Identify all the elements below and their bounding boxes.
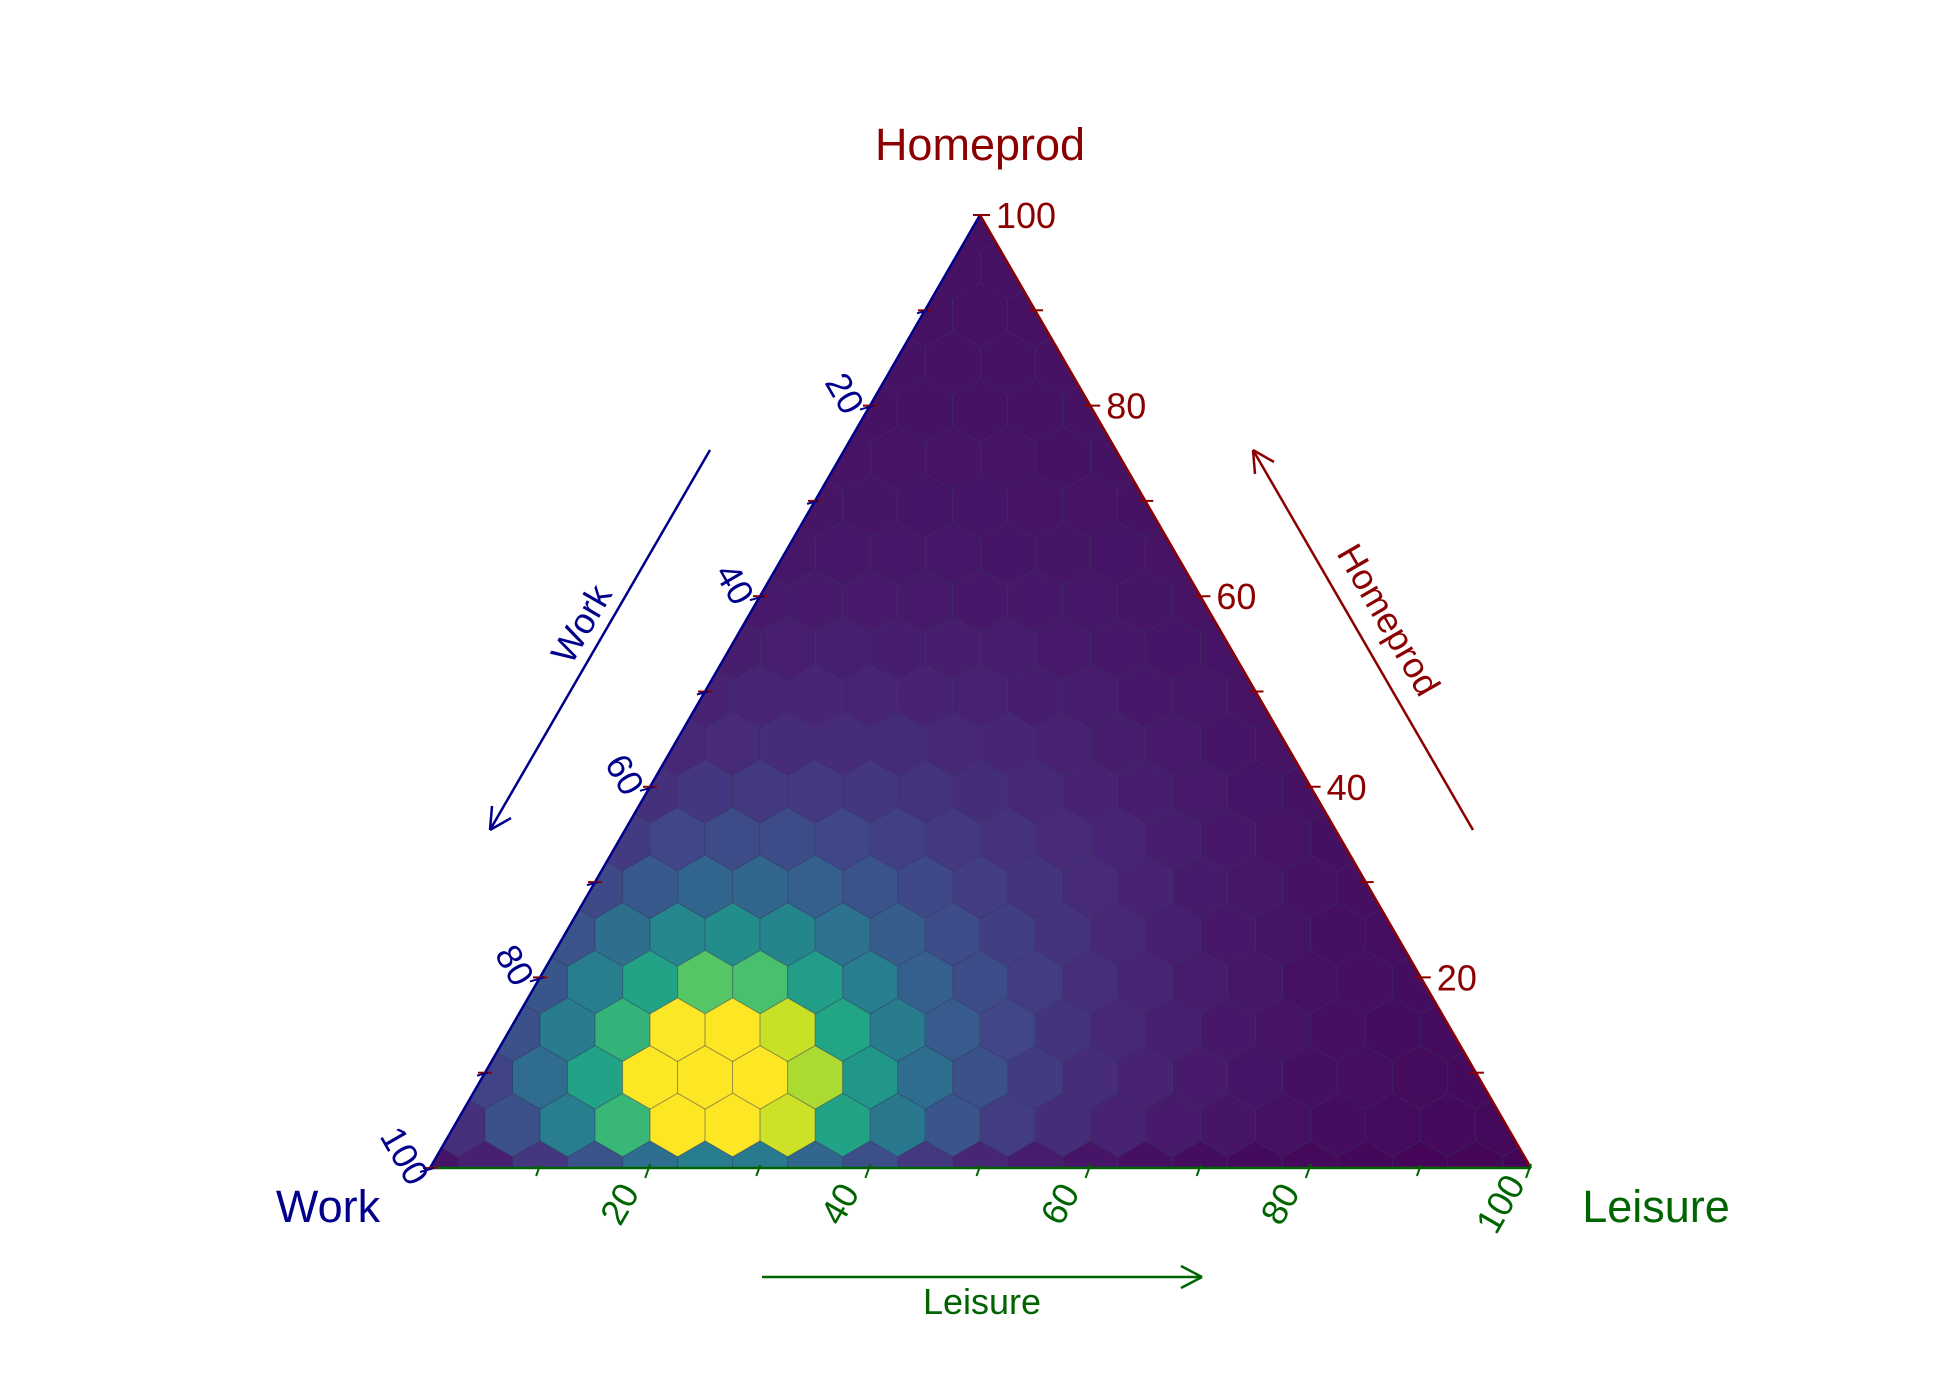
hex-cell xyxy=(1365,1189,1420,1253)
leisure-tick-label: 40 xyxy=(812,1176,868,1231)
hex-cell xyxy=(1062,282,1119,348)
homeprod-tick-label: 80 xyxy=(1106,386,1146,427)
leisure-minor-tick xyxy=(975,1164,982,1177)
hex-cell xyxy=(1145,1189,1200,1253)
homeprod-tick-label: 100 xyxy=(996,195,1056,236)
leisure-arrowhead xyxy=(1180,1264,1203,1290)
hex-cell xyxy=(705,1189,760,1253)
hex-cell xyxy=(732,473,789,538)
hex-cell xyxy=(485,1189,540,1253)
hex-cell xyxy=(925,1189,980,1253)
homeprod-arrowhead xyxy=(1251,448,1275,475)
work-minor-tick xyxy=(806,499,819,505)
work-tick-label: 40 xyxy=(707,556,763,611)
hex-cell xyxy=(1310,1189,1365,1253)
homeprod-tick-label: 20 xyxy=(1437,957,1477,998)
work-tick xyxy=(419,1167,435,1173)
work-tick xyxy=(859,404,875,411)
work-minor-tick xyxy=(916,309,929,315)
hex-cell xyxy=(539,806,596,872)
work-tick xyxy=(529,976,545,983)
hex-cell xyxy=(430,1045,458,1110)
hex-cell xyxy=(650,1189,705,1253)
leisure-axis-arrow-label: Leisure xyxy=(923,1281,1041,1322)
hex-cell xyxy=(540,1189,595,1253)
work-tick xyxy=(639,785,655,792)
hex-cell xyxy=(869,235,926,300)
leisure-minor-tick xyxy=(1195,1164,1202,1177)
hex-cell xyxy=(1392,854,1449,920)
work-minor-tick xyxy=(476,1071,489,1077)
hex-cell xyxy=(1144,425,1201,491)
work-arrowhead xyxy=(488,805,512,832)
hex-cell xyxy=(512,854,569,920)
hex-cell xyxy=(1502,1140,1531,1168)
hex-cell xyxy=(980,1189,1035,1253)
homeprod-tick-label: 40 xyxy=(1327,767,1367,808)
homeprod-axis-arrow-label: Homeprod xyxy=(1329,537,1449,703)
leisure-tick-label: 80 xyxy=(1252,1176,1308,1231)
hex-cell xyxy=(759,425,816,491)
leisure-tick xyxy=(1084,1163,1092,1179)
hex-cell xyxy=(622,663,679,729)
hex-cell xyxy=(1502,1045,1531,1110)
hex-cell xyxy=(1034,235,1091,300)
hex-cell xyxy=(1364,806,1421,872)
hex-cell xyxy=(870,1189,925,1253)
hex-cell xyxy=(760,1189,815,1253)
work-tick xyxy=(749,595,765,602)
leisure-tick-label: 20 xyxy=(592,1176,648,1231)
top-corner-label: Homeprod xyxy=(875,119,1085,170)
hex-cell xyxy=(1090,1189,1145,1253)
left-corner-label: Work xyxy=(276,1181,381,1232)
work-tick-label: 60 xyxy=(597,747,653,802)
leisure-tick xyxy=(864,1163,872,1179)
hex-cell xyxy=(1530,1189,1585,1253)
leisure-tick-label: 60 xyxy=(1032,1176,1088,1231)
work-axis-arrow xyxy=(488,449,712,831)
work-minor-tick xyxy=(696,690,709,696)
leisure-minor-tick xyxy=(1415,1164,1422,1177)
hex-cell xyxy=(430,1189,485,1253)
hex-cell xyxy=(1172,473,1229,538)
hex-cell xyxy=(1200,1189,1255,1253)
hex-cell xyxy=(1282,663,1339,729)
leisure-minor-tick xyxy=(535,1164,542,1177)
leisure-tick-label: 100 xyxy=(1467,1167,1533,1240)
homeprod-axis-arrow xyxy=(1251,449,1475,831)
hex-cell xyxy=(1474,997,1531,1063)
hex-cell xyxy=(649,616,706,681)
work-tick-label: 100 xyxy=(372,1119,438,1192)
leisure-tick xyxy=(1304,1163,1312,1179)
hex-cell xyxy=(430,997,486,1063)
work-tick-label: 20 xyxy=(817,366,873,421)
hex-cell xyxy=(1529,1092,1531,1158)
leisure-tick xyxy=(644,1163,652,1179)
hex-cell xyxy=(1254,616,1311,681)
hex-cell xyxy=(375,1189,430,1253)
leisure-tick xyxy=(1525,1163,1532,1179)
leisure-minor-tick xyxy=(755,1164,762,1177)
work-minor-tick xyxy=(586,881,599,887)
work-tick-label: 80 xyxy=(487,938,543,993)
right-corner-label: Leisure xyxy=(1582,1181,1730,1232)
hex-cell xyxy=(842,282,899,348)
hex-cell xyxy=(897,215,954,253)
homeprod-tick-label: 60 xyxy=(1216,576,1256,617)
